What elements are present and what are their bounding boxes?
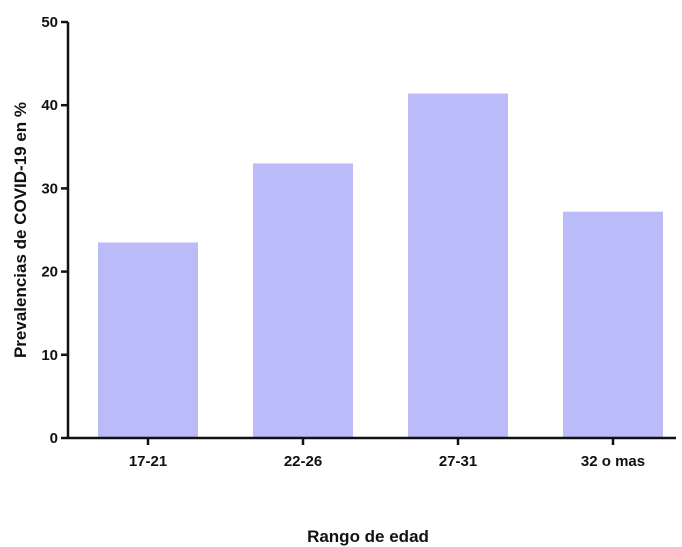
bar-2 bbox=[253, 163, 353, 438]
x-axis-title: Rango de edad bbox=[307, 527, 429, 546]
y-tick-label-20: 20 bbox=[41, 264, 58, 281]
y-tick-label-0: 0 bbox=[50, 430, 58, 447]
y-axis: 0 10 20 30 40 50 bbox=[41, 14, 70, 447]
x-tick-label-4: 32 o mas bbox=[581, 453, 645, 470]
bar-4 bbox=[563, 211, 663, 438]
y-tick-label-10: 10 bbox=[41, 347, 58, 364]
bar-1 bbox=[98, 242, 198, 438]
bars-group bbox=[98, 93, 663, 438]
y-tick-label-30: 30 bbox=[41, 180, 58, 197]
x-tick-label-2: 22-26 bbox=[284, 453, 322, 470]
x-axis: 17-21 22-26 27-31 32 o mas bbox=[68, 436, 676, 470]
y-axis-title: Prevalencias de COVID-19 en % bbox=[11, 102, 30, 358]
y-tick-label-40: 40 bbox=[41, 97, 58, 114]
x-tick-label-3: 27-31 bbox=[439, 453, 477, 470]
x-tick-label-1: 17-21 bbox=[129, 453, 167, 470]
bar-3 bbox=[408, 93, 508, 438]
y-tick-label-50: 50 bbox=[41, 14, 58, 31]
